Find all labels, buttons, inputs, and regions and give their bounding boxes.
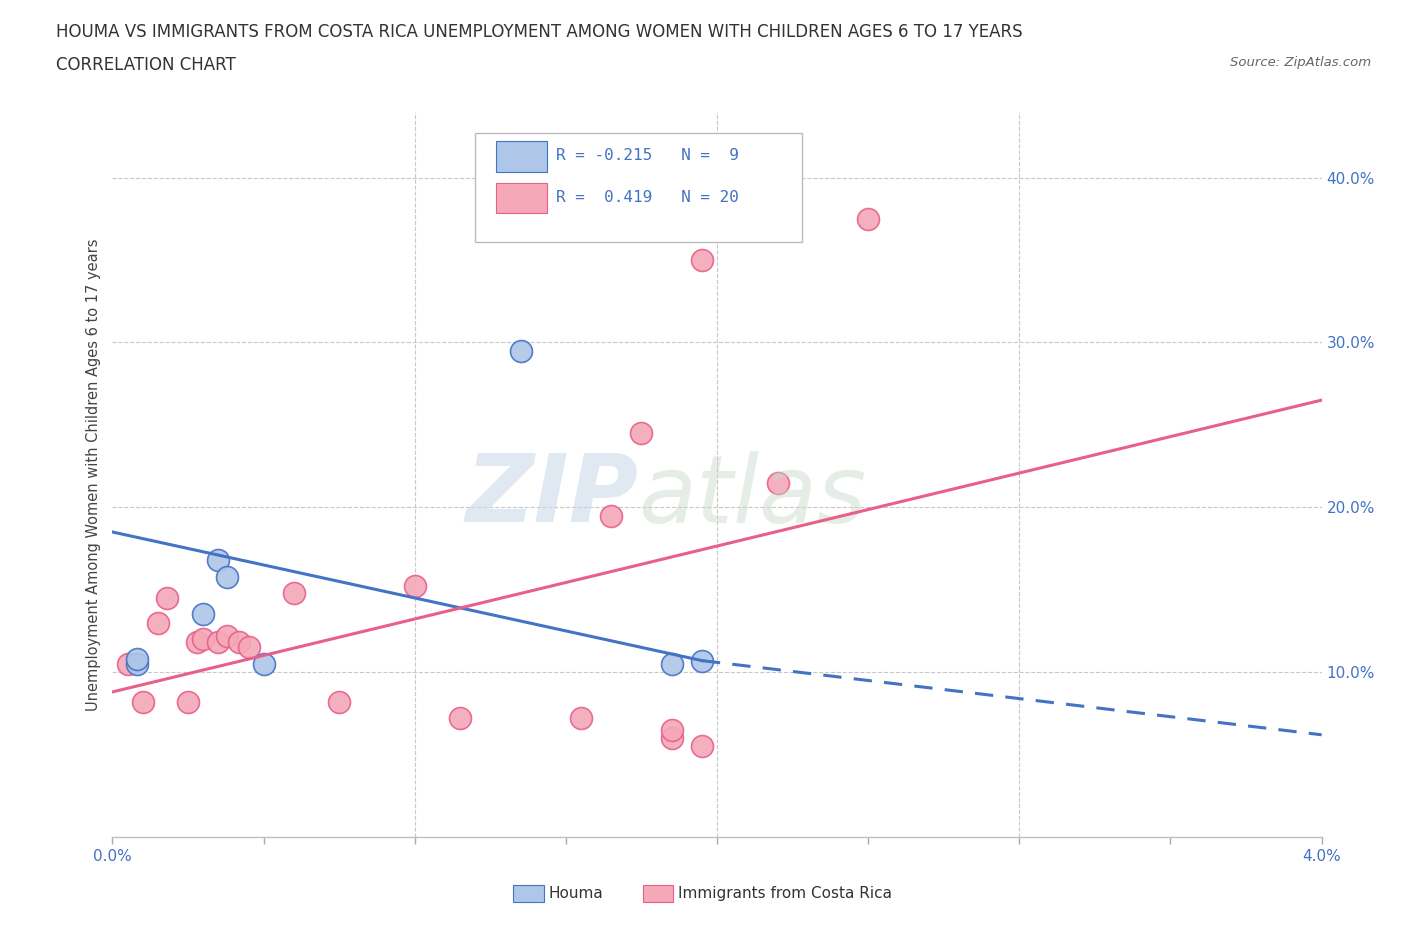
Point bbox=[690, 738, 713, 753]
Point bbox=[132, 695, 155, 710]
Point bbox=[661, 723, 683, 737]
Text: Immigrants from Costa Rica: Immigrants from Costa Rica bbox=[678, 886, 891, 901]
Point bbox=[404, 579, 426, 594]
Point bbox=[117, 657, 139, 671]
Text: R = -0.215   N =  9: R = -0.215 N = 9 bbox=[557, 149, 740, 164]
Point bbox=[856, 211, 880, 226]
Bar bbox=[496, 141, 547, 172]
Point bbox=[191, 631, 215, 646]
Point bbox=[328, 695, 350, 710]
Text: CORRELATION CHART: CORRELATION CHART bbox=[56, 56, 236, 73]
Y-axis label: Unemployment Among Women with Children Ages 6 to 17 years: Unemployment Among Women with Children A… bbox=[86, 238, 101, 711]
Text: atlas: atlas bbox=[638, 450, 866, 541]
Point bbox=[207, 635, 229, 650]
Text: HOUMA VS IMMIGRANTS FROM COSTA RICA UNEMPLOYMENT AMONG WOMEN WITH CHILDREN AGES : HOUMA VS IMMIGRANTS FROM COSTA RICA UNEM… bbox=[56, 23, 1024, 41]
Point bbox=[217, 569, 239, 584]
Bar bbox=[496, 182, 547, 213]
FancyBboxPatch shape bbox=[475, 133, 801, 242]
Point bbox=[156, 591, 179, 605]
Text: Houma: Houma bbox=[548, 886, 603, 901]
Point bbox=[207, 552, 229, 567]
Point bbox=[661, 731, 683, 746]
Point bbox=[600, 508, 623, 523]
Text: Source: ZipAtlas.com: Source: ZipAtlas.com bbox=[1230, 56, 1371, 69]
Text: R =  0.419   N = 20: R = 0.419 N = 20 bbox=[557, 190, 740, 205]
Point bbox=[253, 657, 276, 671]
Point bbox=[125, 657, 148, 671]
Point bbox=[217, 629, 239, 644]
Point bbox=[569, 711, 592, 725]
Point bbox=[449, 711, 471, 725]
Point bbox=[690, 253, 713, 268]
Point bbox=[661, 657, 683, 671]
Point bbox=[509, 343, 531, 358]
Point bbox=[228, 635, 250, 650]
Point bbox=[283, 586, 305, 601]
Point bbox=[146, 616, 169, 631]
Point bbox=[125, 652, 148, 667]
Point bbox=[177, 695, 200, 710]
Text: ZIP: ZIP bbox=[465, 450, 638, 542]
Point bbox=[766, 475, 789, 490]
Point bbox=[661, 203, 683, 218]
Point bbox=[191, 607, 215, 622]
Point bbox=[690, 653, 713, 668]
Point bbox=[238, 640, 260, 655]
Point bbox=[630, 426, 652, 441]
Point bbox=[186, 635, 208, 650]
